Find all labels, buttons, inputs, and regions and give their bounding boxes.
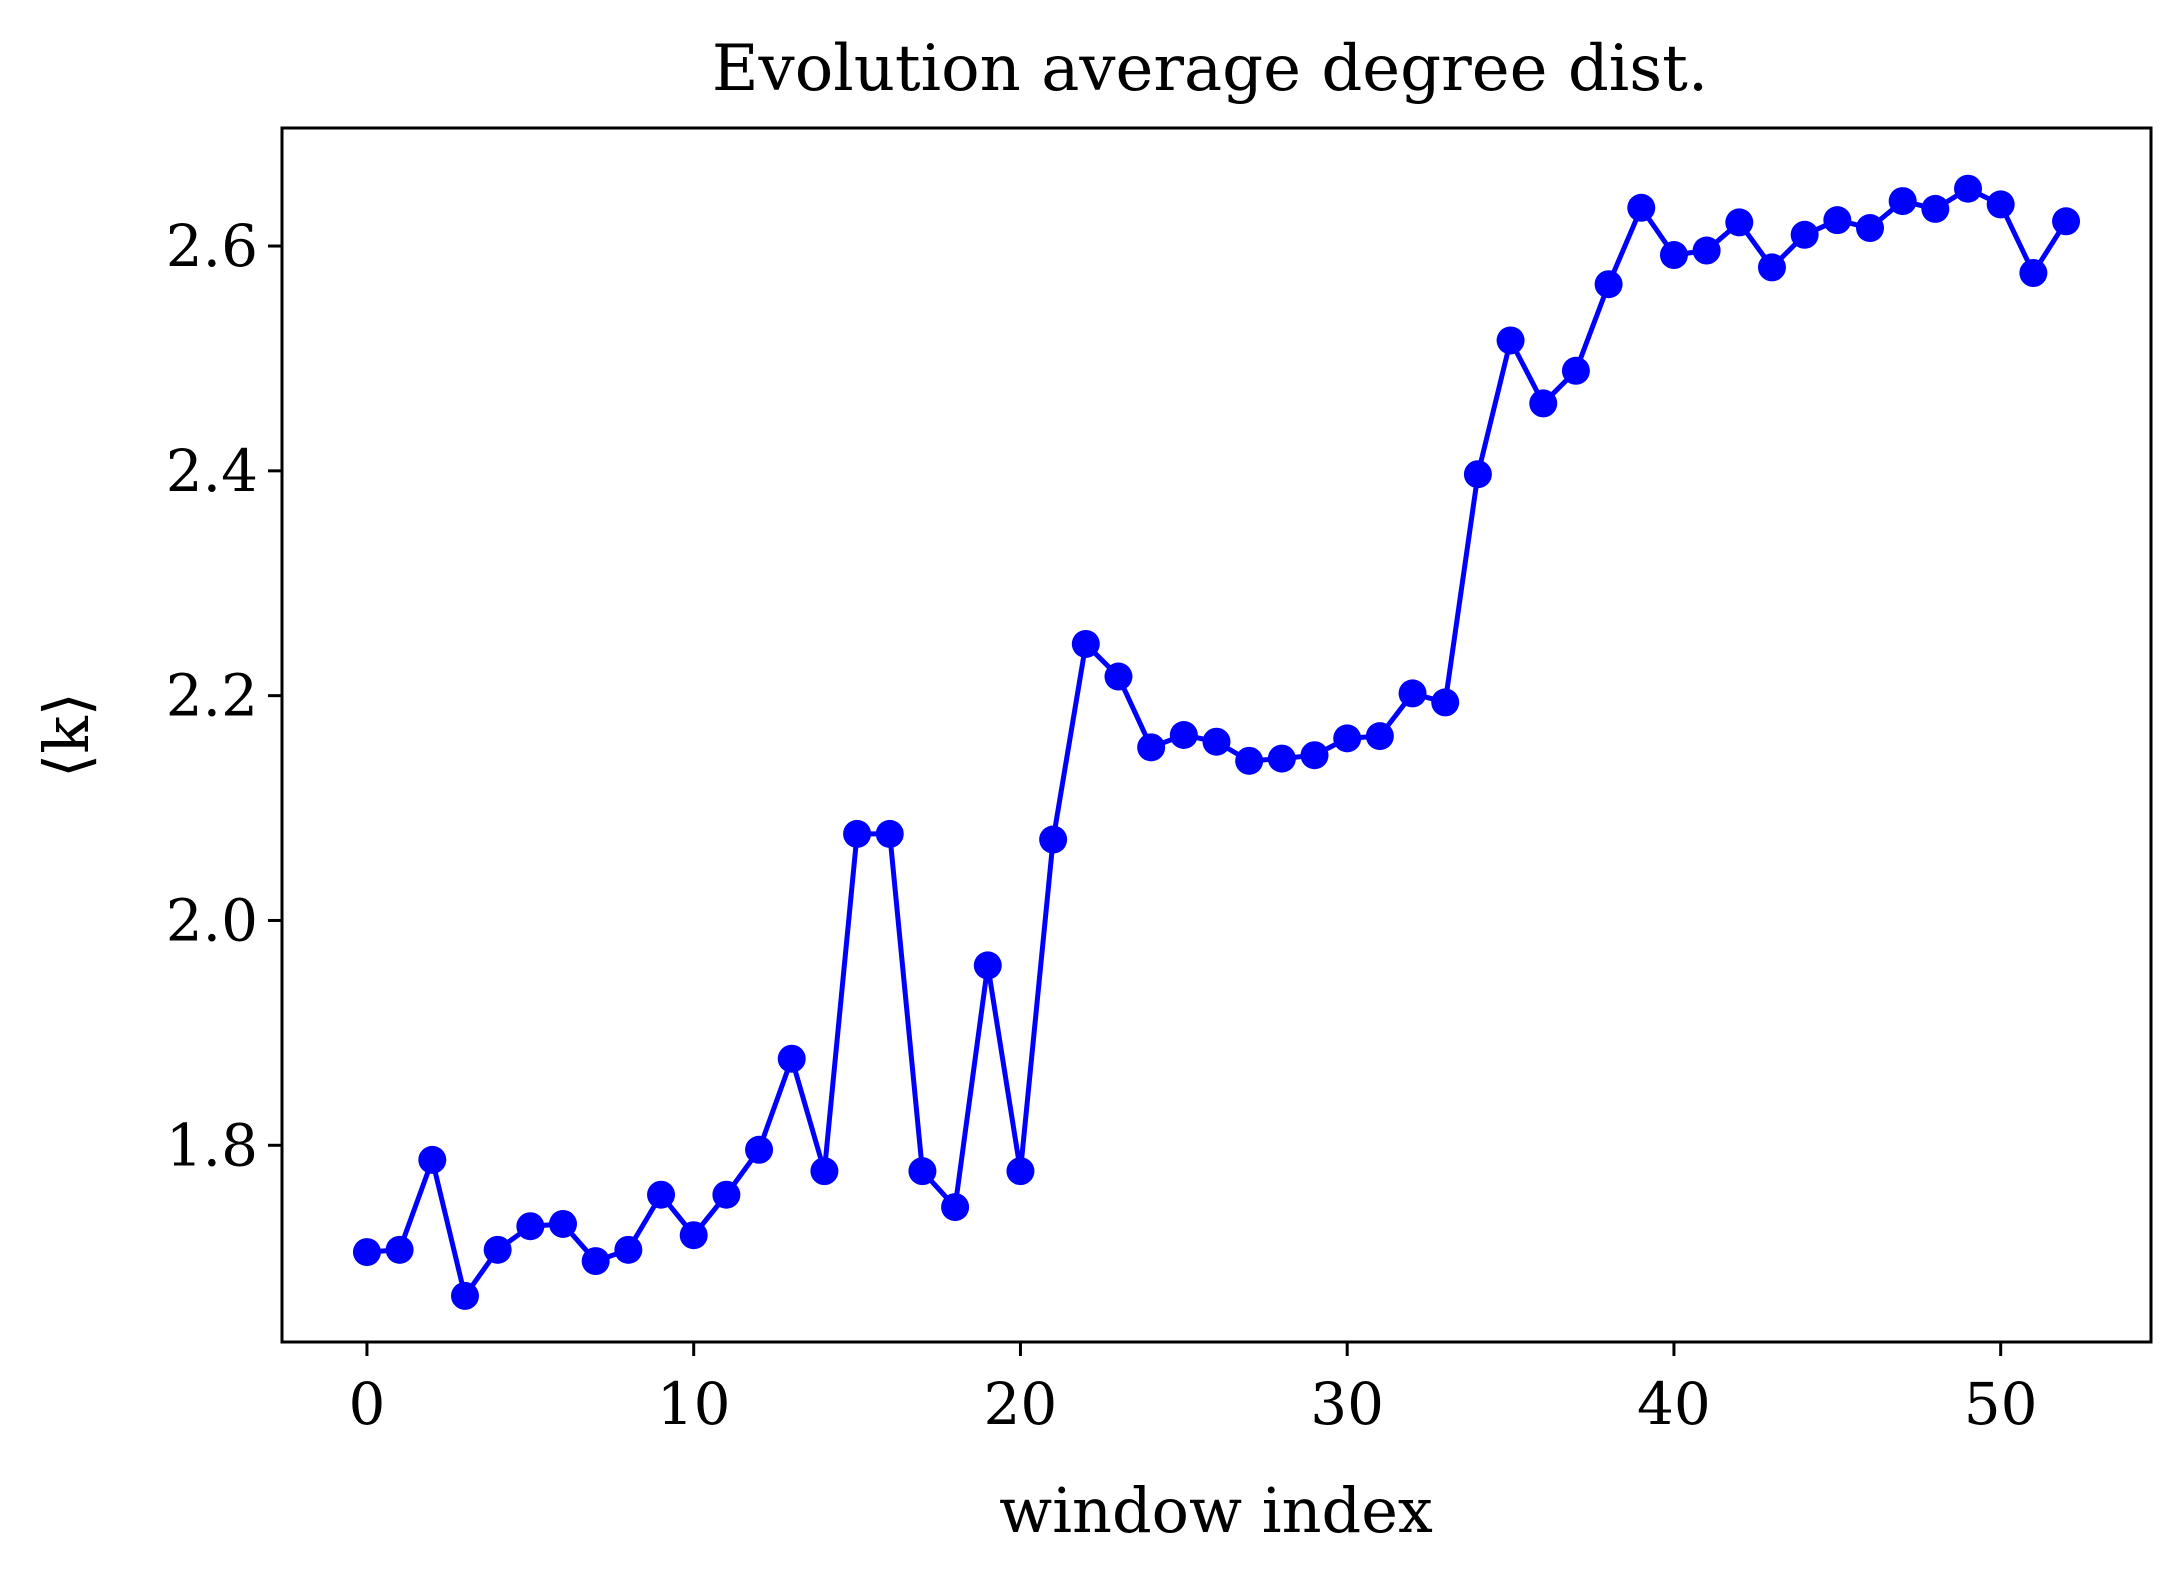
data-point — [1137, 733, 1166, 762]
data-point — [647, 1180, 676, 1209]
data-point — [418, 1145, 447, 1174]
x-axis: 0 10 20 30 40 50 — [349, 1342, 2038, 1438]
data-point — [1529, 389, 1558, 418]
data-point — [2019, 259, 2048, 288]
data-points — [352, 174, 2081, 1310]
data-point — [1692, 236, 1721, 265]
x-tick-label: 20 — [984, 1370, 1058, 1438]
data-point — [1954, 174, 1983, 203]
y-tick-label: 2.2 — [166, 662, 258, 730]
x-tick-label: 30 — [1310, 1370, 1384, 1438]
data-point — [352, 1238, 381, 1267]
data-point — [483, 1235, 512, 1264]
data-point — [581, 1247, 610, 1276]
data-point — [1006, 1157, 1035, 1186]
data-point — [941, 1193, 970, 1222]
data-point — [1855, 214, 1884, 243]
data-point — [1463, 460, 1492, 489]
data-point — [745, 1135, 774, 1164]
chart-title: Evolution average degree dist. — [712, 32, 1708, 106]
data-point — [1725, 208, 1754, 237]
data-point — [973, 951, 1002, 980]
data-point — [1561, 356, 1590, 385]
data-point — [1790, 220, 1819, 249]
data-point — [1986, 190, 2015, 219]
data-point — [1888, 187, 1917, 216]
x-tick-label: 0 — [349, 1370, 386, 1438]
y-tick-label: 1.8 — [166, 1111, 258, 1179]
x-tick-label: 10 — [657, 1370, 731, 1438]
x-axis-label: window index — [999, 1474, 1433, 1547]
plot-frame — [280, 126, 2153, 1344]
data-point — [1431, 688, 1460, 717]
data-point — [1039, 825, 1068, 854]
data-point — [1823, 206, 1852, 235]
data-point — [1496, 326, 1525, 355]
y-tick-label: 2.6 — [166, 212, 258, 280]
data-point — [614, 1235, 643, 1264]
data-point — [1365, 722, 1394, 751]
data-point — [679, 1221, 708, 1250]
x-tick-label: 50 — [1964, 1370, 2038, 1438]
data-point — [1333, 724, 1362, 753]
data-point — [843, 819, 872, 848]
data-point — [1169, 721, 1198, 749]
data-point — [2052, 207, 2081, 236]
data-point — [1267, 744, 1296, 773]
data-point — [1757, 253, 1786, 282]
data-point — [1659, 241, 1688, 270]
data-point — [1921, 194, 1950, 223]
data-point — [777, 1044, 806, 1073]
data-point — [1398, 679, 1427, 708]
data-point — [1104, 662, 1133, 691]
data-point — [1594, 270, 1623, 299]
data-point — [1300, 741, 1329, 770]
data-point — [810, 1157, 839, 1186]
data-point — [516, 1212, 545, 1241]
data-point — [450, 1281, 479, 1310]
data-point — [385, 1235, 414, 1264]
x-tick-label: 40 — [1637, 1370, 1711, 1438]
data-point — [1202, 727, 1231, 756]
y-tick-label: 2.0 — [166, 886, 258, 954]
data-point — [908, 1157, 937, 1186]
y-axis-label: ⟨k⟩ — [30, 692, 103, 778]
data-point — [875, 819, 904, 848]
y-tick-label: 2.4 — [166, 437, 258, 505]
data-point — [1235, 746, 1264, 775]
y-axis: 1.8 2.0 2.2 2.4 2.6 — [166, 212, 282, 1179]
data-point — [712, 1180, 741, 1209]
data-point — [1627, 193, 1656, 222]
data-point — [1071, 629, 1100, 658]
data-point — [549, 1209, 578, 1238]
